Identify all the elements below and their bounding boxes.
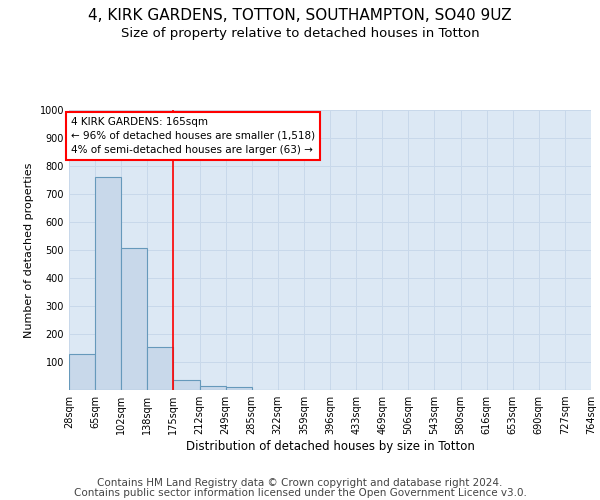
Y-axis label: Number of detached properties: Number of detached properties (24, 162, 34, 338)
Bar (69, 354, 95, 390)
Text: Contains public sector information licensed under the Open Government Licence v3: Contains public sector information licen… (74, 488, 526, 498)
Text: 4, KIRK GARDENS, TOTTON, SOUTHAMPTON, SO40 9UZ: 4, KIRK GARDENS, TOTTON, SOUTHAMPTON, SO… (88, 8, 512, 22)
X-axis label: Distribution of detached houses by size in Totton: Distribution of detached houses by size … (185, 440, 475, 453)
Bar (173, 380, 199, 390)
Text: Size of property relative to detached houses in Totton: Size of property relative to detached ho… (121, 28, 479, 40)
Bar (121, 248, 148, 390)
Text: 4 KIRK GARDENS: 165sqm
← 96% of detached houses are smaller (1,518)
4% of semi-d: 4 KIRK GARDENS: 165sqm ← 96% of detached… (71, 117, 315, 155)
Bar (226, 387, 252, 390)
Bar (148, 348, 173, 390)
Bar (95, 178, 121, 390)
Text: Contains HM Land Registry data © Crown copyright and database right 2024.: Contains HM Land Registry data © Crown c… (97, 478, 503, 488)
Bar (199, 386, 226, 390)
